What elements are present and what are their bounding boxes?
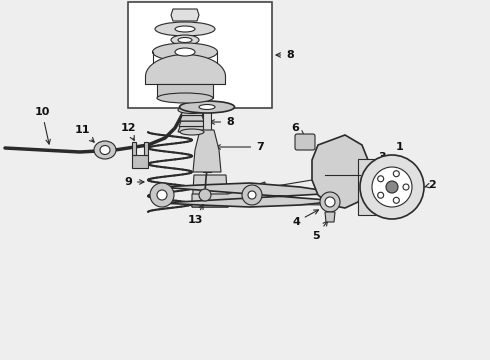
Text: 12: 12 — [120, 123, 136, 140]
Text: 4: 4 — [292, 210, 318, 227]
Ellipse shape — [180, 129, 204, 135]
Ellipse shape — [152, 43, 218, 61]
Text: 1: 1 — [372, 142, 404, 182]
Circle shape — [248, 191, 256, 199]
Polygon shape — [132, 142, 136, 155]
Text: 8: 8 — [210, 117, 234, 127]
Polygon shape — [157, 84, 213, 98]
Circle shape — [150, 183, 174, 207]
Circle shape — [242, 185, 262, 205]
Ellipse shape — [179, 101, 235, 113]
Polygon shape — [192, 175, 228, 207]
Circle shape — [372, 167, 412, 207]
Ellipse shape — [178, 107, 206, 113]
Ellipse shape — [178, 37, 192, 42]
Circle shape — [386, 181, 398, 193]
Polygon shape — [160, 183, 340, 207]
Text: 2: 2 — [425, 180, 436, 190]
Text: 6: 6 — [291, 123, 304, 135]
Polygon shape — [193, 130, 221, 172]
Circle shape — [378, 176, 384, 182]
Ellipse shape — [100, 145, 110, 154]
Polygon shape — [181, 110, 203, 116]
Text: 10: 10 — [34, 107, 50, 144]
Bar — [128, 2, 272, 108]
Circle shape — [199, 189, 211, 201]
Ellipse shape — [175, 48, 195, 56]
Text: 11: 11 — [74, 125, 94, 142]
Ellipse shape — [171, 35, 199, 45]
Polygon shape — [203, 107, 211, 172]
Circle shape — [325, 197, 335, 207]
Circle shape — [403, 184, 409, 190]
FancyBboxPatch shape — [295, 134, 315, 150]
Polygon shape — [180, 116, 204, 121]
Polygon shape — [132, 155, 148, 168]
Ellipse shape — [199, 104, 215, 109]
Circle shape — [360, 155, 424, 219]
Circle shape — [393, 197, 399, 203]
Text: 7: 7 — [216, 142, 264, 152]
Circle shape — [393, 171, 399, 177]
Polygon shape — [358, 159, 375, 215]
Text: 3: 3 — [371, 152, 386, 167]
Polygon shape — [179, 121, 205, 126]
Ellipse shape — [155, 22, 215, 36]
Text: 8: 8 — [276, 50, 294, 60]
Ellipse shape — [175, 26, 195, 32]
Circle shape — [378, 192, 384, 198]
Text: 5: 5 — [312, 221, 327, 241]
Ellipse shape — [157, 93, 213, 103]
Polygon shape — [192, 182, 265, 207]
Circle shape — [320, 192, 340, 212]
Text: 13: 13 — [187, 204, 203, 225]
Circle shape — [157, 190, 167, 200]
Polygon shape — [325, 212, 335, 222]
Polygon shape — [144, 142, 148, 155]
Text: 9: 9 — [124, 177, 144, 187]
Circle shape — [186, 96, 198, 108]
Polygon shape — [171, 9, 199, 21]
Polygon shape — [312, 135, 370, 208]
Polygon shape — [178, 126, 206, 132]
Ellipse shape — [94, 141, 116, 159]
